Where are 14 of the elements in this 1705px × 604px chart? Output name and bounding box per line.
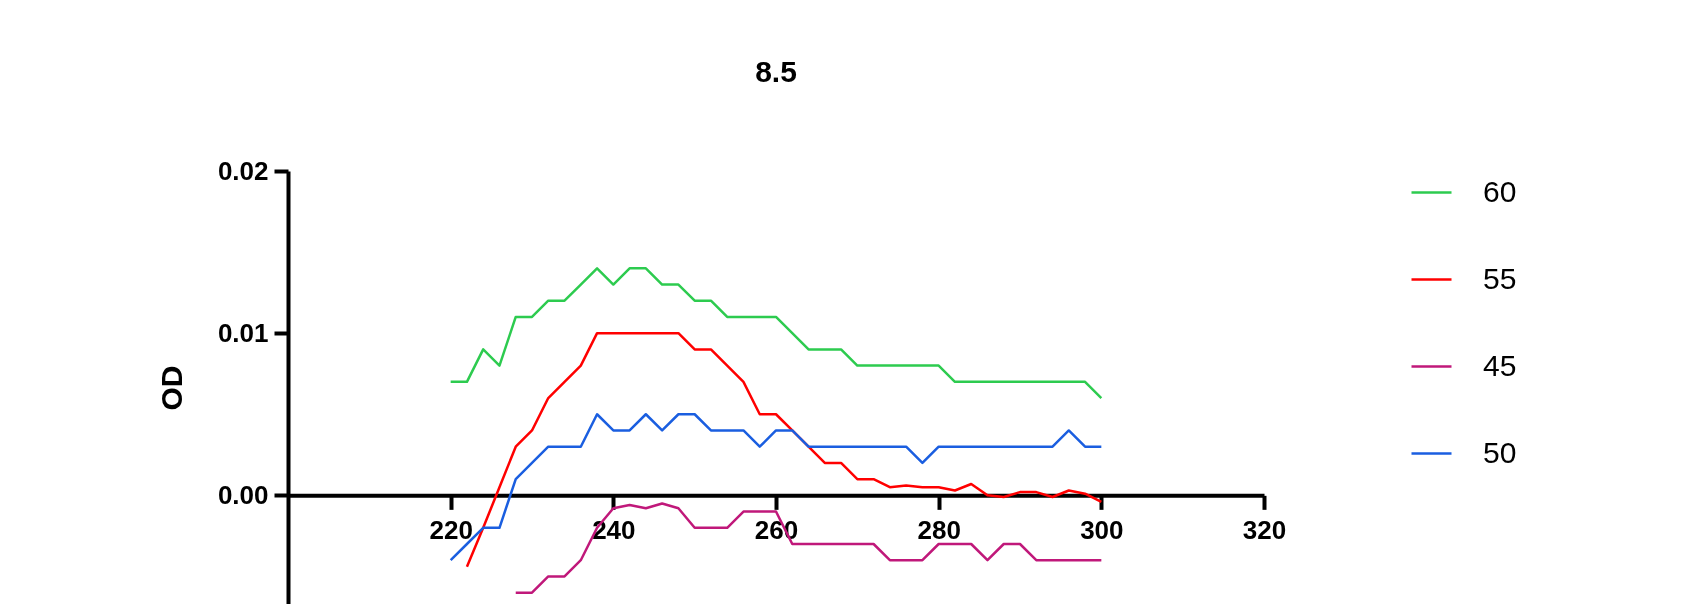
legend-label: 45 (1483, 348, 1517, 382)
y-tick-label: 0.00 (217, 479, 269, 510)
y-tick-label: 0.01 (217, 317, 269, 348)
legend-label: 60 (1483, 174, 1517, 208)
line-series (449, 267, 1103, 400)
x-tick-label: 220 (429, 514, 473, 545)
legend-label: 55 (1483, 261, 1517, 295)
x-tick-label: 280 (917, 514, 961, 545)
x-tick-label: 320 (1242, 514, 1287, 545)
y-tick-label: 0.02 (217, 155, 269, 186)
y-axis-title: OD (154, 365, 188, 411)
x-tick-label: 300 (1080, 514, 1124, 545)
chart-title: 8.5 (755, 55, 797, 88)
legend-label: 50 (1483, 435, 1517, 469)
